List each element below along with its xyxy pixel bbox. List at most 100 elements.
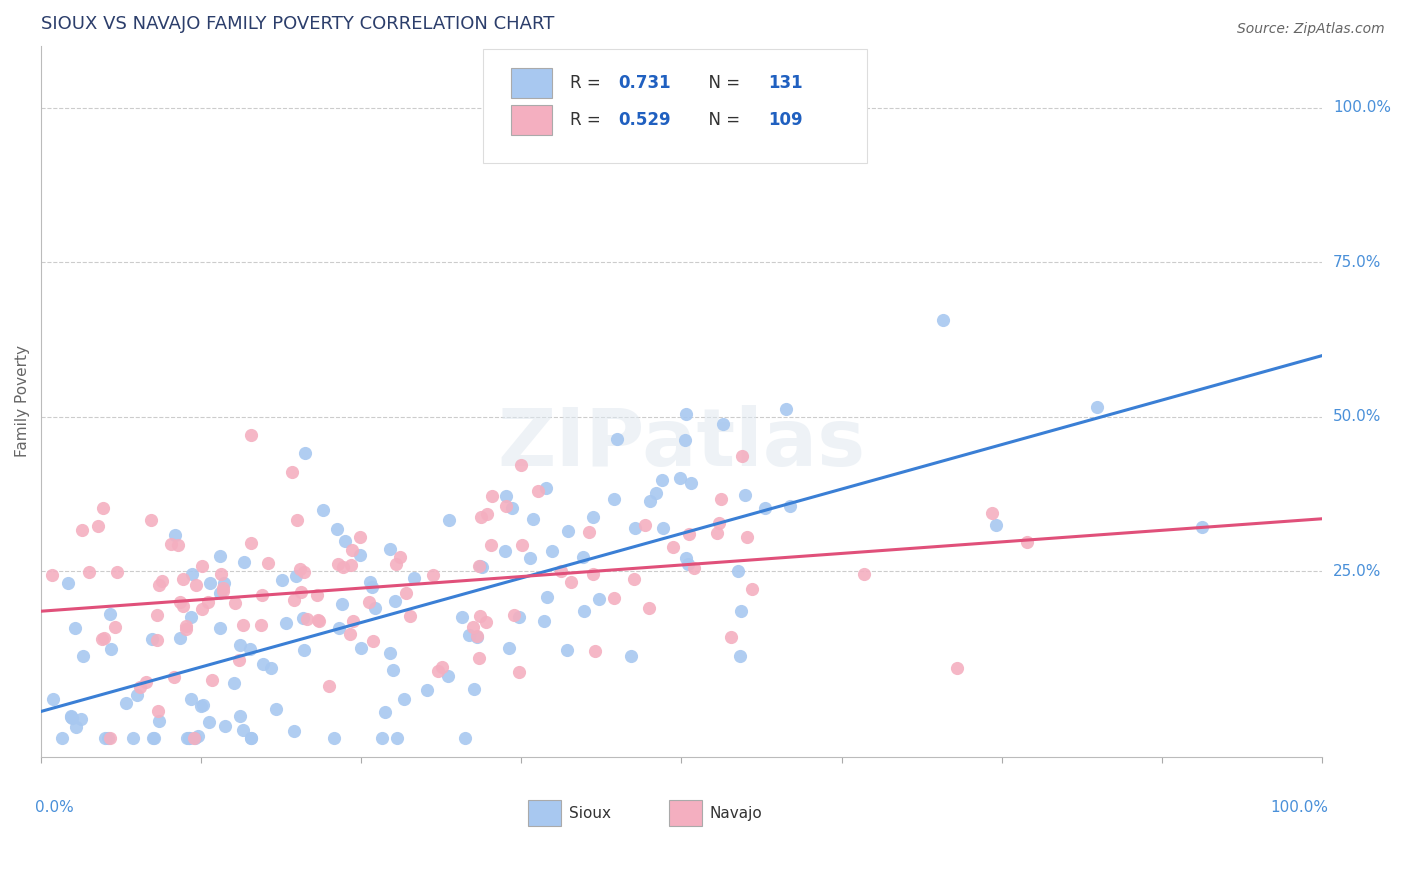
Point — [730, 604, 752, 618]
Point — [115, 697, 138, 711]
Point — [233, 555, 256, 569]
Point — [283, 592, 305, 607]
Point — [142, 731, 165, 746]
Point — [252, 657, 274, 672]
Point — [198, 714, 221, 729]
Point — [468, 558, 491, 573]
Point — [127, 689, 149, 703]
Point — [141, 512, 163, 526]
Point — [240, 428, 263, 442]
Point — [550, 564, 572, 578]
Point — [638, 493, 661, 508]
Text: SIOUX VS NAVAJO FAMILY POVERTY CORRELATION CHART: SIOUX VS NAVAJO FAMILY POVERTY CORRELATI… — [41, 15, 554, 33]
Text: 0.529: 0.529 — [619, 112, 672, 129]
Point — [214, 575, 236, 590]
Point — [169, 631, 191, 645]
Point — [91, 632, 114, 646]
Point — [224, 676, 246, 690]
Point — [72, 523, 94, 537]
Point — [1085, 400, 1108, 414]
Point — [495, 490, 517, 504]
Point — [77, 565, 100, 579]
Point — [72, 649, 94, 664]
Point — [163, 670, 186, 684]
Point — [475, 508, 498, 522]
Point — [711, 417, 734, 432]
Point — [98, 607, 121, 621]
Point — [70, 712, 93, 726]
Point — [510, 538, 533, 552]
Point — [333, 533, 356, 548]
Point — [232, 723, 254, 738]
Point — [384, 558, 406, 572]
Text: Navajo: Navajo — [710, 805, 762, 821]
Point — [679, 475, 702, 490]
Point — [211, 584, 233, 599]
Point — [468, 650, 491, 665]
Point — [142, 731, 165, 746]
Point — [522, 512, 544, 526]
Point — [288, 561, 311, 575]
Point — [150, 574, 173, 589]
Point — [239, 536, 262, 550]
Point — [682, 561, 704, 575]
Point — [498, 640, 520, 655]
Point — [291, 611, 314, 625]
Point — [651, 474, 673, 488]
Point — [644, 485, 666, 500]
Point — [557, 524, 579, 538]
Point — [560, 575, 582, 590]
Point — [51, 731, 73, 746]
Point — [461, 620, 484, 634]
Point — [624, 521, 647, 535]
Point — [468, 608, 491, 623]
Point — [191, 602, 214, 616]
Point — [257, 556, 280, 570]
Point — [534, 481, 557, 495]
Point — [741, 582, 763, 596]
Point — [179, 731, 201, 746]
Point — [430, 660, 453, 674]
Point — [201, 673, 224, 688]
Point — [619, 648, 641, 663]
Point — [141, 632, 163, 647]
Text: 50.0%: 50.0% — [1333, 409, 1381, 425]
Point — [342, 614, 364, 628]
FancyBboxPatch shape — [512, 69, 553, 98]
Point — [224, 596, 246, 610]
Point — [294, 566, 316, 580]
Point — [361, 634, 384, 648]
Point — [380, 541, 402, 556]
Point — [779, 499, 801, 513]
Point — [250, 589, 273, 603]
Point — [385, 731, 408, 746]
Text: N =: N = — [699, 74, 745, 93]
FancyBboxPatch shape — [527, 800, 561, 826]
Point — [165, 528, 187, 542]
Point — [495, 499, 517, 513]
Point — [706, 526, 728, 541]
Point — [371, 731, 394, 746]
Point — [384, 594, 406, 608]
Point — [734, 488, 756, 502]
Point — [174, 619, 197, 633]
Point — [332, 560, 354, 574]
Point — [508, 665, 530, 679]
Point — [709, 516, 731, 530]
Point — [946, 660, 969, 674]
Point — [240, 731, 263, 746]
Point — [172, 572, 194, 586]
Point — [284, 568, 307, 582]
Point — [470, 509, 492, 524]
Point — [146, 705, 169, 719]
Point — [330, 597, 353, 611]
Point — [582, 566, 605, 581]
Point — [56, 576, 79, 591]
Point — [678, 526, 700, 541]
Point — [191, 698, 214, 712]
Text: N =: N = — [699, 112, 745, 129]
Text: Sioux: Sioux — [569, 805, 610, 821]
Point — [60, 711, 83, 725]
Text: 100.0%: 100.0% — [1270, 799, 1329, 814]
Point — [295, 612, 318, 626]
